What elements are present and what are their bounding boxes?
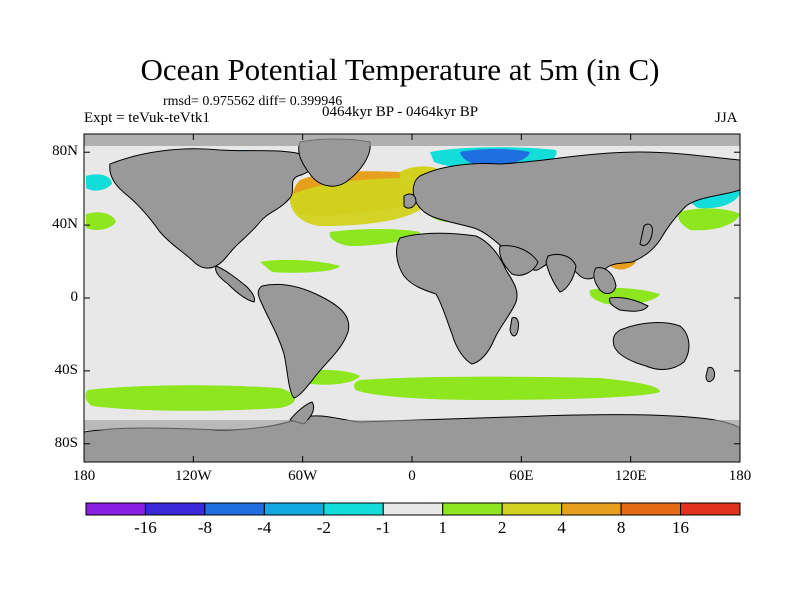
colorbar [85,502,741,516]
colorbar-box [382,502,444,516]
land-india [545,253,577,293]
map-area [84,134,740,462]
land-central-america [215,265,255,303]
anomaly-north-atlantic-yellow [289,178,430,226]
land-south-america [257,283,350,399]
land-new-zealand [705,367,715,383]
season-label: JJA [715,110,738,126]
colorbar-label: -4 [257,518,272,537]
land-north-america [109,148,314,269]
x-tick-label: 0 [408,468,416,484]
x-tick-label: 180 [72,468,96,484]
y-tick-label: 40S [54,361,78,378]
land-arabia [499,245,539,276]
colorbar-label: 16 [672,518,690,537]
colorbar-label: 1 [438,518,447,537]
period-label: 0464kyr BP - 0464kyr BP [322,104,479,120]
anomaly-north-pacific-cyan [86,174,112,191]
colorbar-box [501,502,563,516]
colorbar-label: -2 [316,518,331,537]
colorbar-box [204,502,265,516]
anomaly-south-indian-green [353,376,660,400]
land-japan [639,223,653,247]
x-tick-label: 120W [174,468,212,484]
colorbar-box [442,502,503,516]
map-title: Ocean Potential Temperature at 5m (in C) [140,52,660,87]
land-indonesia [609,297,649,312]
land-australia [612,322,690,370]
x-tick-label: 60E [509,468,534,484]
anomaly-tropical-green [260,259,340,273]
land-africa [396,232,518,365]
anomaly-south-atlantic-green [85,385,295,411]
anomaly-nw-pacific-green [678,208,740,231]
colorbar-label: -8 [197,518,212,537]
land-antarctic-peninsula [289,401,315,425]
y-tick-label: 0 [70,289,79,305]
land-madagascar [509,317,519,337]
colorbar-label: 8 [616,518,626,537]
experiment-label: Expt = teVuk-teVtk1 [84,110,210,126]
anomaly-barents-blue [460,149,530,166]
anomaly-pacific-green-west [86,212,116,230]
x-tick-label: 120E [614,468,647,484]
colorbar-box [620,502,682,516]
colorbar-box [561,502,622,516]
colorbar-box [263,502,325,516]
colorbar-label: -1 [376,518,391,537]
axis-ticks [83,134,741,462]
colorbar-box [680,502,741,516]
y-tick-label: 80S [54,434,78,451]
land-uk [403,193,417,209]
colorbar-label: -16 [134,518,157,537]
colorbar-box [85,502,146,516]
land-southeast-asia [593,267,617,294]
x-tick-label: 60W [288,468,318,484]
y-tick-label: 40N [52,216,78,233]
colorbar-label: 2 [497,518,507,537]
colorbar-label: 4 [557,518,566,537]
colorbar-box [144,502,206,516]
southern-ice-strip [84,420,740,430]
stats-line: rmsd= 0.975562 diff= 0.399946 [163,94,343,109]
y-tick-label: 80N [52,143,78,160]
colorbar-box [323,502,384,516]
x-tick-label: 180 [728,468,752,484]
anomaly-atlantic-green [329,229,420,246]
